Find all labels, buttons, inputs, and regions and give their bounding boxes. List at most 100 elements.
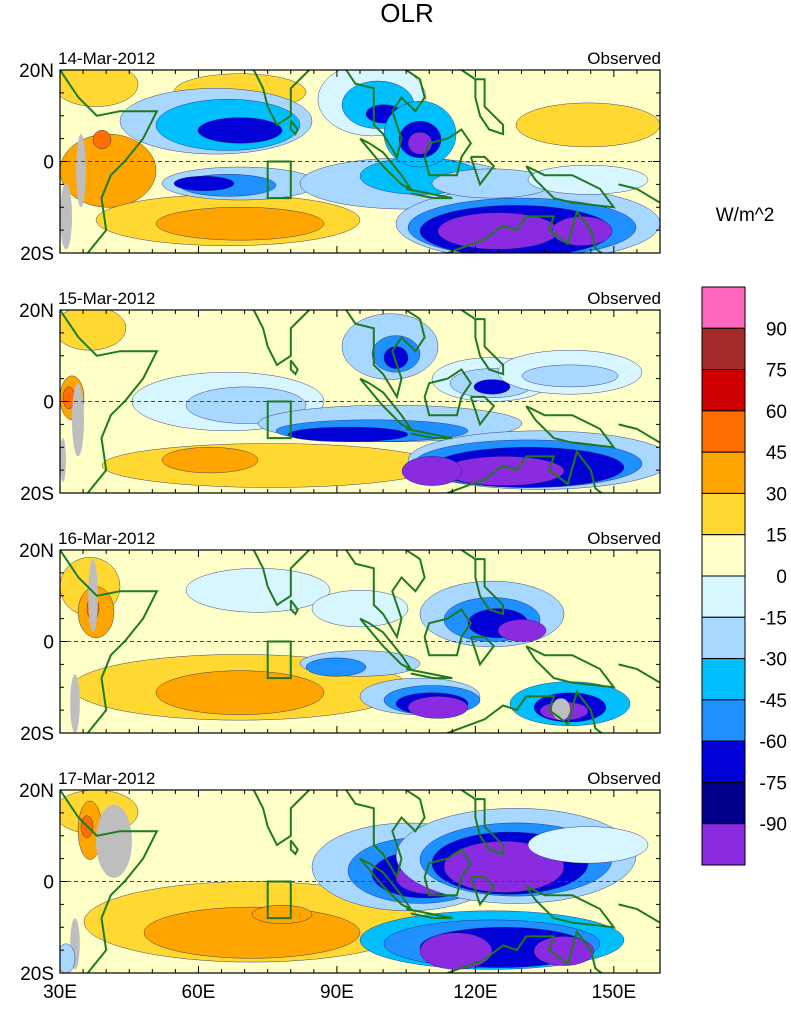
- olr-contour-blob: [60, 70, 139, 107]
- coastline: [446, 449, 604, 493]
- olr-contour-blob: [287, 426, 409, 442]
- olr-contour-blob: [311, 590, 409, 628]
- colorbar-label: 15: [766, 526, 787, 547]
- coastline: [406, 187, 453, 200]
- coastline: [423, 608, 473, 657]
- colorbar-label: -15: [760, 608, 787, 629]
- coastline: [460, 550, 505, 616]
- y-tick-label: 20S: [20, 244, 54, 265]
- olr-contour-blob: [161, 447, 259, 474]
- panel-date: 16-Mar-2012: [58, 529, 155, 548]
- panel-1: 20N 0 20S 14-Mar-2012 Observed: [19, 49, 661, 265]
- coastline: [345, 790, 426, 880]
- olr-contour-blob: [401, 456, 463, 486]
- coastline: [359, 377, 414, 432]
- colorbar-swatch: [701, 781, 746, 825]
- olr-contour-blob: [76, 134, 86, 208]
- coastline: [60, 70, 159, 253]
- olr-contour-blob: [197, 117, 283, 144]
- coastline: [180, 790, 183, 791]
- olr-contour-blob: [437, 212, 559, 250]
- y-tick-label: 20N: [19, 541, 54, 562]
- x-tick-label: 30E: [43, 982, 77, 1003]
- coastline: [359, 617, 414, 672]
- olr-contour-blob: [155, 670, 325, 715]
- colorbar-swatch: [701, 616, 746, 660]
- coastline: [618, 663, 660, 684]
- y-tick-label: 20S: [20, 484, 54, 505]
- coastline: [525, 405, 616, 449]
- colorbar-label: 45: [766, 443, 787, 464]
- coastline: [251, 790, 310, 847]
- panel-date: 14-Mar-2012: [58, 49, 155, 68]
- x-tick-label: 150E: [592, 982, 636, 1003]
- olr-contour-blob: [92, 130, 112, 149]
- y-tick-label: 0: [43, 873, 54, 894]
- panel-source-label: Observed: [587, 529, 661, 548]
- olr-contour-blob: [60, 310, 127, 351]
- coastline: [460, 70, 505, 136]
- panel-3: 20N 0 20S 16-Mar-2012 Observed: [19, 529, 661, 745]
- region-box: [266, 400, 292, 440]
- coastline: [180, 550, 183, 551]
- coastlines: [60, 70, 660, 253]
- colorbar-label: -90: [760, 815, 787, 836]
- panel-source-label: Observed: [587, 289, 661, 308]
- coastline: [406, 427, 453, 440]
- coastline: [460, 310, 505, 376]
- olr-contour-blob: [515, 102, 660, 148]
- coastline: [446, 929, 604, 973]
- panel-2: 20N 0 20S 15-Mar-2012 Observed: [19, 289, 661, 505]
- coastlines: [60, 790, 660, 973]
- coastline: [525, 165, 616, 209]
- panel-4: 20N 0 20S 17-Mar-2012 Observed: [19, 769, 661, 985]
- coastlines: [60, 550, 660, 733]
- olr-contour-blob: [88, 559, 98, 633]
- y-tick-label: 20N: [19, 61, 54, 82]
- olr-contour-blob: [407, 696, 469, 719]
- colorbar-swatch: [701, 699, 746, 742]
- coastline: [345, 550, 426, 640]
- olr-contour-blob: [419, 932, 493, 970]
- coastline: [289, 359, 299, 376]
- olr-contour-blob: [527, 164, 649, 195]
- colorbar-swatch: [701, 658, 746, 701]
- colorbar-swatch: [701, 286, 746, 329]
- coastline: [251, 70, 310, 127]
- coastline: [525, 645, 616, 689]
- colorbar-swatch: [701, 534, 746, 577]
- coastline: [446, 689, 604, 733]
- olr-contour-blob: [70, 674, 80, 733]
- coastline: [423, 368, 473, 417]
- colorbar-label: 0: [776, 567, 787, 588]
- panel-date: 15-Mar-2012: [58, 289, 155, 308]
- olr-contour-blob: [72, 383, 84, 457]
- coastline: [289, 839, 299, 856]
- olr-field: [60, 790, 649, 973]
- y-tick-label: 0: [43, 153, 54, 174]
- colorbar-units: W/m^2: [716, 205, 775, 226]
- coastline: [60, 790, 159, 973]
- olr-contour-blob: [527, 826, 649, 864]
- olr-contour-blob: [155, 206, 325, 241]
- colorbar-swatch: [701, 451, 746, 494]
- olr-contour-blob: [60, 438, 66, 483]
- coastline: [469, 635, 496, 667]
- region-box: [266, 640, 292, 680]
- coastline: [60, 550, 159, 733]
- olr-contour-blob: [251, 905, 313, 924]
- colorbar-swatch: [701, 369, 746, 412]
- olr-contour-blob: [443, 841, 565, 893]
- olr-contour-blob: [96, 804, 132, 878]
- olr-contour-blob: [533, 936, 595, 966]
- coastline: [618, 903, 660, 924]
- coastline: [251, 550, 310, 607]
- colorbar-label: 75: [766, 361, 787, 382]
- coastline: [423, 128, 473, 177]
- colorbar-swatch: [701, 823, 746, 866]
- coastline: [469, 155, 496, 187]
- olr-contour-blob: [185, 568, 331, 613]
- y-tick-label: 20N: [19, 301, 54, 322]
- region-box: [266, 160, 292, 200]
